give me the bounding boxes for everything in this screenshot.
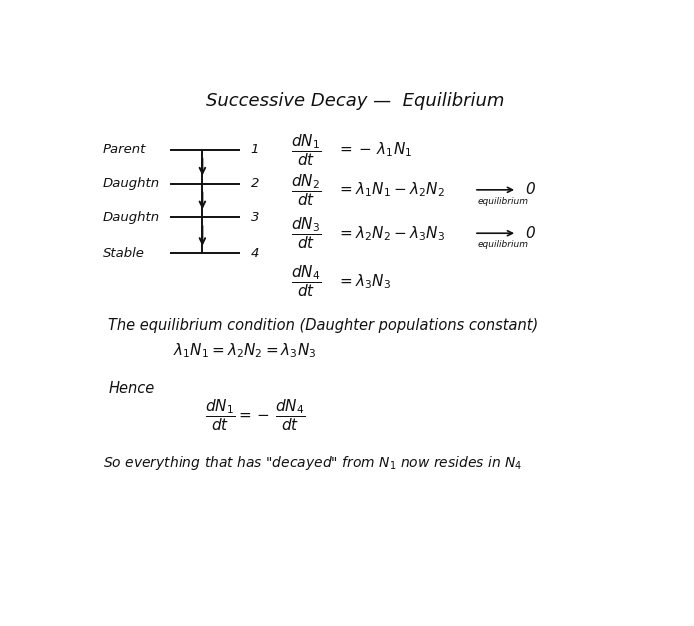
Text: $\lambda_1 N_1 = \lambda_2 N_2 = \lambda_3 N_3$: $\lambda_1 N_1 = \lambda_2 N_2 = \lambda… <box>173 342 316 360</box>
Text: $= \lambda_3 N_3$: $= \lambda_3 N_3$ <box>337 272 391 290</box>
Text: Stable: Stable <box>103 247 145 260</box>
Text: Parent: Parent <box>103 143 146 156</box>
Text: Hence: Hence <box>108 381 155 396</box>
Text: 1: 1 <box>251 143 259 156</box>
Text: equilibrium: equilibrium <box>477 240 528 249</box>
Text: $= -\,\lambda_1 N_1$: $= -\,\lambda_1 N_1$ <box>337 140 412 159</box>
Text: $\dfrac{dN_1}{dt}$: $\dfrac{dN_1}{dt}$ <box>291 132 321 168</box>
Text: $\dfrac{dN_4}{dt}$: $\dfrac{dN_4}{dt}$ <box>291 264 321 299</box>
Text: The equilibrium condition (Daughter populations constant): The equilibrium condition (Daughter popu… <box>108 318 539 333</box>
Text: 2: 2 <box>251 177 259 190</box>
Text: $\dfrac{dN_3}{dt}$: $\dfrac{dN_3}{dt}$ <box>291 215 321 251</box>
Text: $= \lambda_2 N_2 - \lambda_3 N_3$: $= \lambda_2 N_2 - \lambda_3 N_3$ <box>337 224 445 242</box>
Text: $= \lambda_1 N_1 - \lambda_2 N_2$: $= \lambda_1 N_1 - \lambda_2 N_2$ <box>337 180 445 199</box>
Text: 3: 3 <box>251 211 259 224</box>
Text: 0: 0 <box>525 182 535 197</box>
Text: Successive Decay —  Equilibrium: Successive Decay — Equilibrium <box>207 92 505 110</box>
Text: Daughtn: Daughtn <box>103 211 160 224</box>
Text: $\dfrac{dN_1}{dt} = -\,\dfrac{dN_4}{dt}$: $\dfrac{dN_1}{dt} = -\,\dfrac{dN_4}{dt}$ <box>205 398 305 433</box>
Text: equilibrium: equilibrium <box>477 197 528 205</box>
Text: 0: 0 <box>525 226 535 241</box>
Text: $\dfrac{dN_2}{dt}$: $\dfrac{dN_2}{dt}$ <box>291 172 321 208</box>
Text: Daughtn: Daughtn <box>103 177 160 190</box>
Text: So everything that has "decayed" from $N_1$ now resides in $N_4$: So everything that has "decayed" from $N… <box>103 454 523 472</box>
Text: 4: 4 <box>251 247 259 260</box>
